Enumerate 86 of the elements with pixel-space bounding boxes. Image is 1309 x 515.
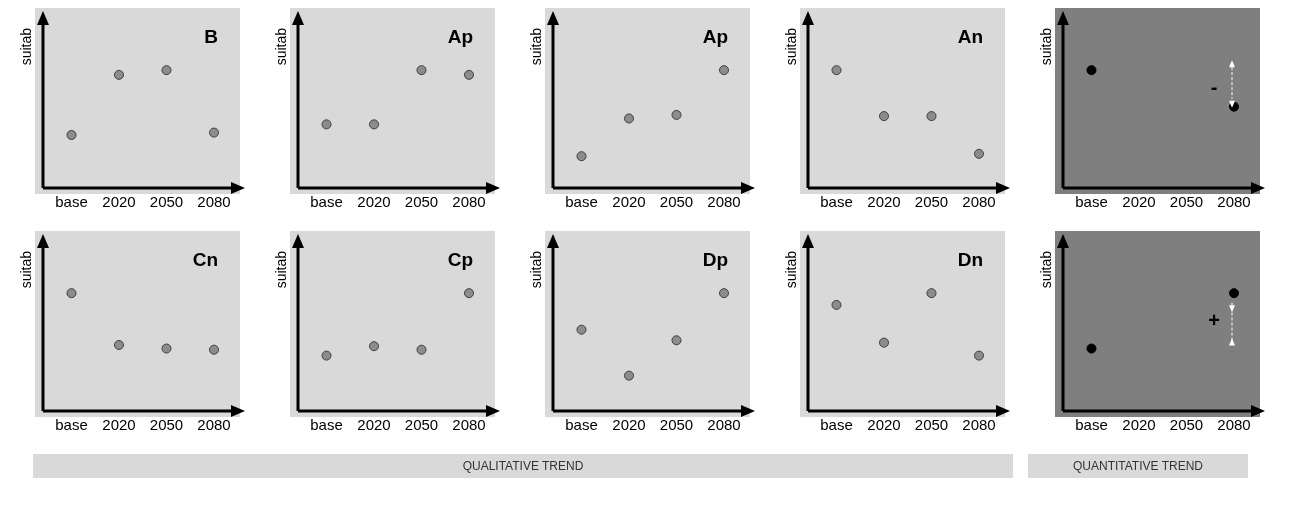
point — [208, 344, 220, 355]
x-tick-label: base — [565, 415, 598, 433]
chart-title: Dn — [957, 249, 983, 270]
point — [623, 113, 635, 124]
y-axis-title: suitab — [273, 27, 289, 66]
point — [208, 127, 220, 138]
x-tick-label: 2050 — [914, 192, 949, 210]
point — [113, 69, 125, 80]
x-tick-label: base — [1075, 415, 1108, 433]
chart-title: Ap — [447, 26, 473, 47]
x-tick-label: 2050 — [149, 415, 184, 433]
point — [671, 109, 682, 120]
x-tick-label: 2050 — [404, 192, 439, 210]
y-axis-title: suitab — [18, 27, 34, 66]
chart-title: B — [204, 26, 218, 47]
x-tick-label: 2080 — [962, 192, 996, 210]
point — [878, 337, 890, 348]
x-tick-label: 2020 — [867, 415, 901, 433]
point — [623, 370, 635, 381]
x-tick-label: 2020 — [102, 415, 136, 433]
chart-title: Cn — [192, 249, 218, 270]
x-tick-label: 2050 — [659, 192, 694, 210]
x-tick-label: 2020 — [612, 415, 646, 433]
x-tick-label: base — [55, 415, 88, 433]
point — [463, 288, 475, 299]
point — [926, 288, 937, 299]
chart-title: Dp — [702, 249, 728, 270]
x-tick-label: 2080 — [1217, 415, 1251, 433]
x-tick-label: 2020 — [102, 192, 136, 210]
x-tick-label: 2080 — [197, 192, 231, 210]
chart-title: Ap — [702, 26, 728, 47]
point — [576, 151, 587, 162]
x-tick-label: base — [55, 192, 88, 210]
x-tick-label: 2050 — [149, 192, 184, 210]
x-tick-label: 2020 — [867, 192, 901, 210]
x-tick-label: 2050 — [914, 415, 949, 433]
x-tick-label: 2080 — [197, 415, 231, 433]
x-tick-label: 2020 — [1122, 192, 1156, 210]
x-tick-label: 2050 — [404, 415, 439, 433]
y-axis-title: suitab — [1038, 250, 1054, 289]
annotation: + — [1208, 308, 1220, 331]
x-tick-label: 2050 — [1169, 415, 1204, 433]
chart-title: Cp — [447, 249, 473, 270]
point — [831, 299, 842, 310]
point — [161, 65, 172, 76]
point — [416, 344, 427, 355]
y-axis-title: suitab — [1038, 27, 1054, 66]
x-tick-label: 2050 — [1169, 192, 1204, 210]
chart-title: An — [957, 26, 983, 47]
point — [718, 288, 730, 299]
x-tick-label: 2020 — [612, 192, 646, 210]
point — [368, 341, 380, 352]
text: QUALITATIVE TREND — [462, 459, 584, 473]
point — [66, 129, 77, 140]
x-tick-label: 2020 — [1122, 415, 1156, 433]
x-tick-label: 2080 — [707, 415, 741, 433]
point — [113, 339, 125, 351]
x-tick-label: 2080 — [707, 192, 741, 210]
x-tick-label: 2080 — [1217, 192, 1251, 210]
point — [973, 350, 985, 361]
point — [321, 350, 332, 361]
y-axis-title: suitab — [18, 250, 34, 289]
x-tick-label: base — [1075, 192, 1108, 210]
x-tick-label: 2020 — [357, 192, 391, 210]
y-axis-title: suitab — [783, 250, 799, 289]
y-axis-title: suitab — [528, 250, 544, 289]
text: QUANTITATIVE TREND — [1072, 459, 1203, 473]
x-tick-label: 2050 — [659, 415, 694, 433]
x-tick-label: base — [565, 192, 598, 210]
point — [671, 335, 682, 346]
point — [161, 343, 172, 354]
x-tick-label: 2080 — [452, 192, 486, 210]
x-tick-label: 2020 — [357, 415, 391, 433]
point — [66, 288, 77, 299]
x-tick-label: 2080 — [452, 415, 486, 433]
y-axis-title: suitab — [528, 27, 544, 66]
x-tick-label: base — [820, 192, 853, 210]
x-tick-label: base — [310, 192, 343, 210]
y-axis-title: suitab — [273, 250, 289, 289]
x-tick-label: base — [310, 415, 343, 433]
point — [576, 324, 587, 335]
x-tick-label: 2080 — [962, 415, 996, 433]
x-tick-label: base — [820, 415, 853, 433]
annotation: - — [1210, 76, 1218, 99]
point — [718, 65, 730, 76]
y-axis-title: suitab — [783, 27, 799, 66]
